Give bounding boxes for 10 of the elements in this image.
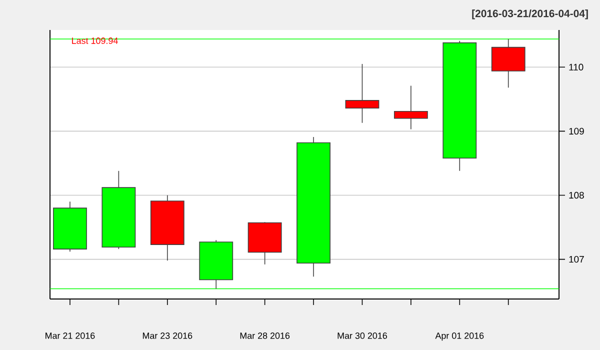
y-tick-label: 108: [569, 192, 584, 199]
x-tick-label: Mar 30 2016: [338, 332, 387, 339]
x-tick-label: Mar 21 2016: [46, 332, 95, 339]
y-tick-label: 110: [569, 64, 584, 70]
y-tick-label: 107: [569, 256, 584, 263]
y-tick-label: 109: [569, 128, 584, 135]
chart-title: [2016-03-21/2016-04-04]: [472, 10, 588, 20]
x-tick-label: Mar 23 2016: [142, 332, 192, 339]
x-tick-label: Mar 28 2016: [240, 332, 290, 339]
x-tick-label: Apr 01 2016: [435, 332, 484, 341]
